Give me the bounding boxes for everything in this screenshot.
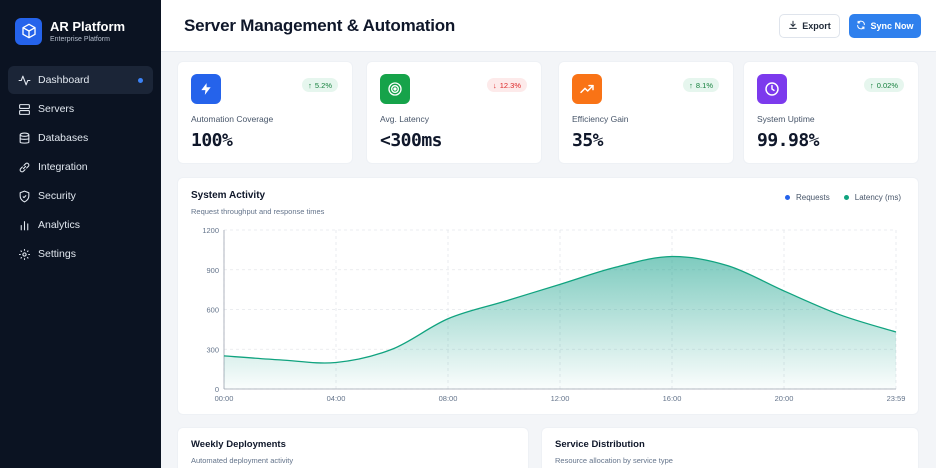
x-tick-label: 08:00 xyxy=(439,394,458,403)
legend-label: Latency (ms) xyxy=(854,193,901,202)
stat-label: System Uptime xyxy=(757,114,815,124)
arrow-up-icon: ↑ xyxy=(308,80,312,90)
stat-value: 100% xyxy=(191,130,233,151)
target-icon xyxy=(380,74,410,104)
sidebar: AR Platform Enterprise Platform Dashboar… xyxy=(0,0,161,468)
latency-line xyxy=(223,255,897,364)
arrow-up-icon: ↑ xyxy=(869,80,874,90)
x-tick-label: 12:00 xyxy=(551,394,570,403)
page-header: Server Management & Automation Export Sy… xyxy=(161,0,936,52)
card-title: Weekly Deployments xyxy=(191,439,286,450)
sidebar-item-dashboard[interactable]: Dashboard xyxy=(8,66,153,94)
x-tick-label: 00:00 xyxy=(215,394,234,403)
chart-legend: Requests Latency (ms) xyxy=(784,193,901,202)
service-distribution-card: Service Distribution Resource allocation… xyxy=(541,427,919,468)
stat-card-avg-latency[interactable]: ↓ 12.3% Avg. Latency <300ms xyxy=(366,61,542,164)
sidebar-item-settings[interactable]: Settings xyxy=(8,240,153,268)
y-tick-label: 0 xyxy=(215,385,219,394)
brand-subtitle: Enterprise Platform xyxy=(50,36,110,43)
stat-value: 35% xyxy=(572,130,604,151)
change-value: 12.3% xyxy=(499,80,521,90)
card-title: Service Distribution xyxy=(555,439,645,450)
sidebar-item-integration[interactable]: Integration xyxy=(8,153,153,181)
stat-card-system-uptime[interactable]: ↑ 0.02% System Uptime 99.98% xyxy=(743,61,919,164)
brand[interactable]: AR Platform Enterprise Platform xyxy=(0,0,161,48)
change-value: 0.02% xyxy=(876,80,898,90)
card-title: System Activity xyxy=(191,190,266,201)
legend-label: Requests xyxy=(795,193,830,202)
legend-dot xyxy=(784,195,790,200)
activity-icon xyxy=(18,74,31,87)
arrow-down-icon: ↓ xyxy=(492,80,497,90)
refresh-icon xyxy=(856,20,866,32)
sidebar-item-label: Security xyxy=(38,190,76,202)
sidebar-item-label: Dashboard xyxy=(38,74,90,86)
sidebar-item-label: Servers xyxy=(38,103,75,115)
link-icon xyxy=(18,161,31,174)
y-tick-label: 1200 xyxy=(202,226,219,235)
card-subtitle: Automated deployment activity xyxy=(191,456,294,465)
sidebar-item-security[interactable]: Security xyxy=(8,182,153,210)
change-badge: ↑ 5.2% xyxy=(302,78,338,92)
arrow-up-icon: ↑ xyxy=(689,80,693,90)
sidebar-item-servers[interactable]: Servers xyxy=(8,95,153,123)
legend-item-latency[interactable]: Latency (ms) xyxy=(843,193,901,202)
active-indicator xyxy=(138,78,143,83)
activity-chart[interactable]: 0 300 600 900 1200 00:00 04:00 08:00 12:00 16:00 2… xyxy=(178,178,920,416)
latency-area xyxy=(224,256,896,389)
x-tick-label: 23:59 xyxy=(887,394,906,403)
bar-chart-icon xyxy=(18,219,31,232)
server-icon xyxy=(18,103,31,116)
clock-icon xyxy=(757,74,787,104)
change-badge: ↓ 12.3% xyxy=(486,78,527,92)
stat-value: 99.98% xyxy=(757,130,820,151)
stat-card-efficiency-gain[interactable]: ↑ 8.1% Efficiency Gain 35% xyxy=(558,61,734,164)
sidebar-item-label: Settings xyxy=(38,248,76,260)
sync-now-button-label: Sync Now xyxy=(870,21,914,31)
trending-up-icon xyxy=(572,74,602,104)
x-tick-label: 04:00 xyxy=(327,394,346,403)
export-button-label: Export xyxy=(802,21,831,31)
stat-label: Automation Coverage xyxy=(191,114,274,124)
legend-item-requests[interactable]: Requests xyxy=(784,193,830,202)
database-icon xyxy=(18,132,31,145)
change-badge: ↑ 0.02% xyxy=(863,78,904,92)
lightning-icon xyxy=(191,74,221,104)
card-subtitle: Request throughput and response times xyxy=(191,207,325,216)
sidebar-item-label: Integration xyxy=(38,161,88,173)
stat-label: Avg. Latency xyxy=(380,114,429,124)
sidebar-item-label: Databases xyxy=(38,132,89,144)
sidebar-item-label: Analytics xyxy=(38,219,81,231)
legend-dot xyxy=(843,195,849,200)
stat-value: <300ms xyxy=(380,130,443,151)
y-tick-label: 600 xyxy=(206,306,219,315)
change-value: 5.2% xyxy=(314,80,332,90)
sync-now-button[interactable]: Sync Now xyxy=(849,14,921,38)
x-tick-label: 16:00 xyxy=(663,394,682,403)
y-tick-label: 300 xyxy=(206,345,219,354)
export-button[interactable]: Export xyxy=(779,14,840,38)
cube-icon xyxy=(15,17,42,45)
gear-icon xyxy=(18,248,31,261)
sidebar-item-databases[interactable]: Databases xyxy=(8,124,153,152)
main-content: Server Management & Automation Export Sy… xyxy=(161,0,936,468)
change-value: 8.1% xyxy=(695,80,713,90)
sidebar-nav: Dashboard Servers Databases Integratio xyxy=(0,66,161,268)
x-tick-label: 20:00 xyxy=(775,394,794,403)
weekly-deployments-card: Weekly Deployments Automated deployment … xyxy=(177,427,529,468)
stat-label: Efficiency Gain xyxy=(572,114,629,124)
brand-title: AR Platform xyxy=(50,19,126,34)
stat-cards: ↑ 5.2% Automation Coverage 100% ↓ 12.3% Av… xyxy=(177,61,919,164)
card-subtitle: Resource allocation by service type xyxy=(555,456,673,465)
stat-card-automation-coverage[interactable]: ↑ 5.2% Automation Coverage 100% xyxy=(177,61,353,164)
y-tick-label: 900 xyxy=(206,266,219,275)
change-badge: ↑ 8.1% xyxy=(683,78,719,92)
system-activity-card: System Activity Request throughput and r… xyxy=(177,177,919,415)
shield-icon xyxy=(18,190,31,203)
download-icon xyxy=(788,20,798,32)
sidebar-item-analytics[interactable]: Analytics xyxy=(8,211,153,239)
page-title: Server Management & Automation xyxy=(184,15,456,35)
